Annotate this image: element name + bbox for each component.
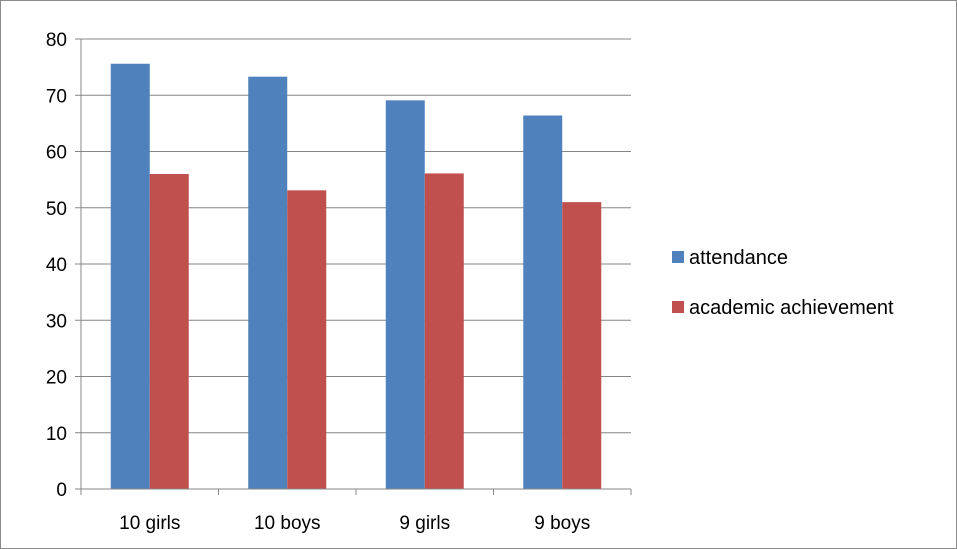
y-tick-labels: 0 10 20 30 40 50 60 70 80 (46, 30, 67, 501)
bar-attendance-10-girls (110, 63, 150, 489)
bar-academic-achievement-9-boys (562, 202, 602, 489)
bar-attendance-9-boys (523, 115, 563, 489)
legend-swatch (672, 251, 684, 263)
legend-label: academic achievement (689, 297, 894, 319)
bar-academic-achievement-10-girls (149, 174, 189, 489)
legend: attendance academic achievement (672, 247, 894, 319)
y-tick-label: 60 (46, 143, 67, 164)
y-tick-label: 40 (46, 255, 67, 276)
y-tick-label: 80 (46, 30, 67, 51)
axes (75, 38, 632, 495)
x-tick-labels: 10 girls 10 boys 9 girls 9 boys (119, 513, 590, 534)
legend-swatch (672, 301, 684, 313)
bar-academic-achievement-10-boys (287, 190, 327, 489)
bars (110, 63, 602, 489)
legend-label: attendance (689, 247, 788, 269)
bar-academic-achievement-9-girls (424, 173, 464, 489)
y-tick-label: 50 (46, 199, 67, 220)
bar-attendance-10-boys (248, 76, 288, 489)
x-tick-label: 9 boys (534, 513, 590, 534)
x-tick-label: 10 girls (119, 513, 180, 534)
y-tick-label: 10 (46, 424, 67, 445)
y-tick-label: 30 (46, 311, 67, 332)
x-tick-label: 10 boys (254, 513, 321, 534)
y-tick-label: 70 (46, 86, 67, 107)
y-tick-label: 0 (56, 480, 67, 501)
x-tick-label: 9 girls (399, 513, 450, 534)
y-tick-label: 20 (46, 368, 67, 389)
bar-attendance-9-girls (385, 100, 425, 489)
